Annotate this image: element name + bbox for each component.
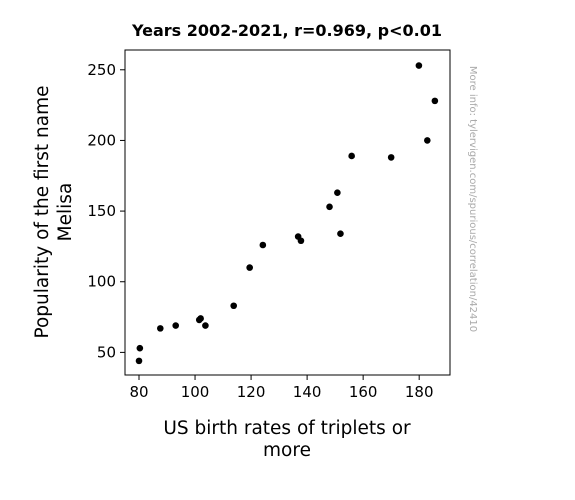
- x-tick-label: 120: [237, 383, 266, 401]
- x-tick-label: 100: [181, 383, 210, 401]
- y-axis-label-line-2: Melisa: [55, 183, 76, 242]
- data-point: [431, 97, 439, 105]
- y-tick-label: 50: [97, 343, 116, 361]
- watermark-text: More info: tylervigen.com/spurious/corre…: [467, 66, 478, 332]
- data-point: [415, 62, 423, 69]
- data-point: [135, 357, 143, 365]
- data-point: [424, 137, 431, 144]
- data-point: [246, 264, 253, 271]
- data-point: [172, 322, 180, 329]
- y-tick-label: 250: [87, 61, 116, 79]
- data-point: [326, 203, 333, 211]
- y-tick-label: 100: [87, 273, 116, 291]
- data-point: [197, 315, 204, 322]
- y-axis: 50 100 150 200 250: [87, 61, 125, 361]
- data-point: [157, 325, 164, 332]
- x-tick-label: 160: [349, 383, 378, 401]
- data-point: [297, 237, 305, 245]
- data-point: [259, 241, 267, 249]
- y-tick-label: 200: [87, 131, 116, 149]
- x-tick-label: 180: [405, 383, 434, 401]
- data-point: [202, 322, 209, 329]
- x-tick-label: 80: [129, 383, 148, 401]
- x-tick-label: 140: [293, 383, 322, 401]
- chart-title: Years 2002-2021, r=0.969, p<0.01: [131, 21, 442, 40]
- data-point: [334, 189, 341, 197]
- data-point: [387, 154, 395, 161]
- x-axis: 80 100 120 140 160 180: [129, 375, 434, 401]
- data-point: [136, 344, 144, 352]
- y-tick-label: 150: [87, 202, 116, 220]
- data-point: [348, 152, 355, 160]
- data-point: [337, 230, 344, 237]
- x-axis-label-line-2: more: [263, 440, 311, 461]
- y-axis-label-line-1: Popularity of the first name: [32, 85, 53, 338]
- data-point: [230, 302, 238, 310]
- x-axis-label-line-1: US birth rates of triplets or: [163, 418, 411, 439]
- plot-area: [124, 49, 451, 376]
- data-points: [135, 62, 439, 365]
